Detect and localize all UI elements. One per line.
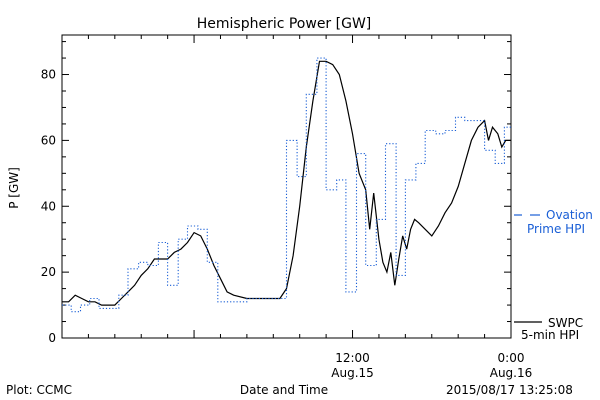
legend-swpc-label: SWPC	[548, 316, 583, 330]
y-tick-label: 80	[41, 68, 56, 82]
legend-ovation-label: Prime HPI	[527, 222, 585, 236]
series-ovation-prime-line	[62, 57, 511, 313]
footer-plot-credit: Plot: CCMC	[6, 383, 72, 397]
legend-swpc-label: 5-min HPI	[521, 328, 579, 342]
x-tick-label-date: Aug.15	[331, 366, 374, 380]
footer-timestamp: 2015/08/17 13:25:08	[446, 383, 573, 397]
y-tick-label: 60	[41, 133, 56, 147]
chart-title: Hemispheric Power [GW]	[197, 16, 372, 32]
x-tick-label-time: 12:00	[335, 351, 370, 365]
y-tick-label: 40	[41, 199, 56, 213]
y-tick-label: 20	[41, 265, 56, 279]
series-swpc-line	[62, 60, 511, 306]
x-tick-label-date: Aug.16	[490, 366, 533, 380]
y-tick-label: 0	[48, 331, 56, 345]
x-axis-label: Date and Time	[240, 383, 328, 397]
x-tick-label-time: 0:00	[498, 351, 525, 365]
legend-ovation-label: Ovation	[546, 208, 593, 222]
y-axis-label: P [GW]	[7, 167, 21, 209]
plot-frame	[61, 34, 512, 339]
